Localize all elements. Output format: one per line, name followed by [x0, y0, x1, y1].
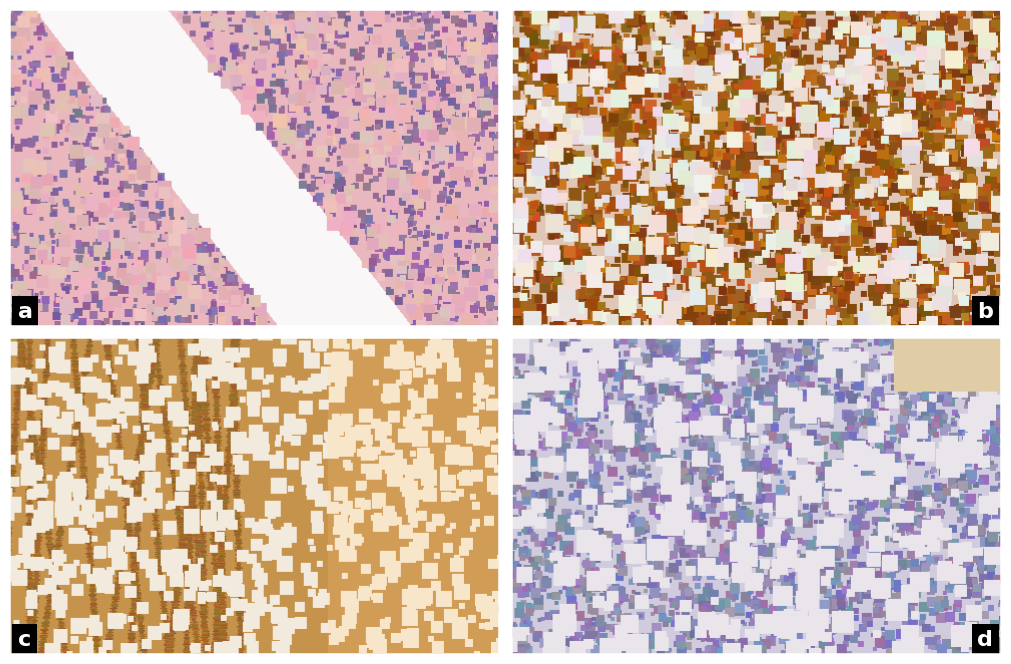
- Bar: [8, 336, 501, 656]
- Text: a: a: [18, 301, 33, 321]
- Bar: [510, 336, 1003, 656]
- Bar: [8, 8, 501, 328]
- Text: b: b: [978, 301, 993, 321]
- Text: d: d: [978, 629, 993, 649]
- Text: c: c: [18, 629, 31, 649]
- Bar: [510, 8, 1003, 328]
